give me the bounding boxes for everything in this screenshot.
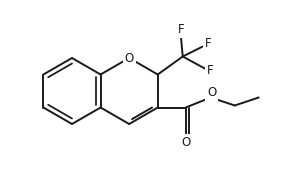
Text: O: O bbox=[125, 52, 134, 64]
Text: F: F bbox=[206, 64, 213, 77]
Text: F: F bbox=[204, 37, 211, 50]
Text: O: O bbox=[207, 86, 216, 99]
Text: O: O bbox=[181, 136, 190, 149]
Text: F: F bbox=[178, 23, 184, 36]
